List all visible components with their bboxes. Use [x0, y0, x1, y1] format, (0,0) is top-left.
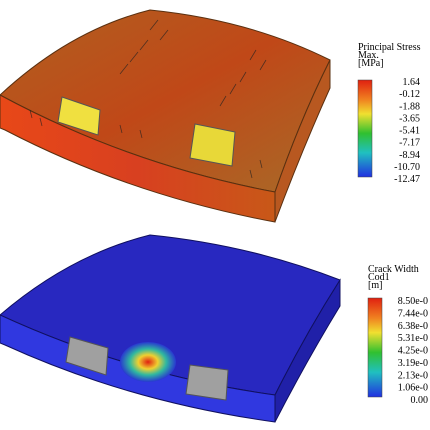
legend-label: 8.50e-0 [398, 296, 428, 307]
legend-label: 1.64 [403, 77, 421, 88]
legend-label: -8.94 [399, 150, 420, 161]
legend-label: 1.06e-0 [398, 383, 428, 394]
legend-label: -5.41 [399, 126, 420, 137]
legend-title: Max. [358, 50, 379, 61]
legend-label: -0.12 [399, 89, 420, 100]
legend-label: 7.44e-0 [398, 308, 428, 319]
legend-label: -10.70 [394, 162, 420, 173]
legend-label: -3.65 [399, 113, 420, 124]
legend-title: Crack Width [368, 264, 419, 275]
crack-model [0, 234, 341, 423]
legend-label: 2.13e-0 [398, 370, 428, 381]
legend-label: 4.25e-0 [398, 346, 428, 357]
legend-label: -12.47 [394, 174, 420, 185]
legend-label: -7.17 [399, 138, 420, 149]
legend-label: -1.88 [399, 101, 420, 112]
stress-model [0, 9, 331, 223]
legend-title: [MPa] [358, 58, 384, 69]
legend-label: 0.00 [411, 395, 429, 406]
legend-label: 5.31e-0 [398, 333, 428, 344]
legend-title: Cod1 [368, 272, 390, 283]
colorbar [367, 297, 383, 398]
colorbar [357, 79, 373, 178]
legend-label: 3.19e-0 [398, 358, 428, 369]
legend-title: Principal Stress [358, 42, 421, 53]
legend-label: 6.38e-0 [398, 321, 428, 332]
legend-title: [m] [368, 280, 382, 291]
crack-zone [120, 342, 176, 382]
